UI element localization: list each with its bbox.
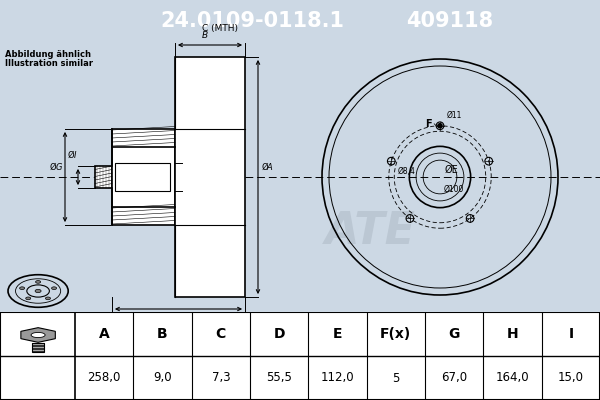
Text: Ø: Ø <box>262 162 269 172</box>
Text: C (MTH): C (MTH) <box>203 24 239 33</box>
Text: 112,0: 112,0 <box>320 372 355 384</box>
Text: Ø: Ø <box>68 150 74 160</box>
Text: Ø8,4: Ø8,4 <box>398 167 416 176</box>
Text: F: F <box>425 119 432 129</box>
Text: 258,0: 258,0 <box>88 372 121 384</box>
Polygon shape <box>21 328 55 342</box>
Text: Ø: Ø <box>184 150 191 160</box>
Text: G: G <box>56 162 62 172</box>
Text: 164,0: 164,0 <box>496 372 529 384</box>
Text: Ø: Ø <box>50 162 56 172</box>
Text: I: I <box>568 327 574 341</box>
Text: 7,3: 7,3 <box>212 372 230 384</box>
Circle shape <box>46 297 50 300</box>
Text: 15,0: 15,0 <box>558 372 584 384</box>
Text: Ø11: Ø11 <box>447 111 462 120</box>
Circle shape <box>52 287 56 290</box>
Text: ØE: ØE <box>445 165 459 175</box>
Text: H: H <box>188 150 194 160</box>
Text: Illustration similar: Illustration similar <box>5 59 93 68</box>
Text: F(x): F(x) <box>380 327 412 341</box>
Text: G: G <box>448 327 460 341</box>
Circle shape <box>31 332 45 338</box>
Text: A: A <box>99 327 110 341</box>
Text: C: C <box>216 327 226 341</box>
Circle shape <box>438 124 442 128</box>
Text: 9,0: 9,0 <box>153 372 172 384</box>
Text: E: E <box>333 327 342 341</box>
FancyBboxPatch shape <box>95 166 112 188</box>
Text: B: B <box>157 327 168 341</box>
Text: D: D <box>274 327 285 341</box>
Text: A: A <box>266 162 272 172</box>
Text: 5: 5 <box>392 372 400 384</box>
Bar <box>32 343 44 352</box>
Text: Abbildung ähnlich: Abbildung ähnlich <box>5 50 91 59</box>
Text: 55,5: 55,5 <box>266 372 292 384</box>
Text: D: D <box>165 316 172 325</box>
Bar <box>175 57 245 297</box>
Text: H: H <box>506 327 518 341</box>
Bar <box>112 129 175 225</box>
Text: I: I <box>74 150 77 160</box>
Text: B: B <box>202 31 208 40</box>
Text: 409118: 409118 <box>406 11 494 31</box>
Text: ATE: ATE <box>325 210 415 254</box>
Circle shape <box>20 287 25 290</box>
Circle shape <box>35 280 41 283</box>
Circle shape <box>35 289 41 293</box>
Text: 24.0109-0118.1: 24.0109-0118.1 <box>160 11 344 31</box>
Text: Ø100: Ø100 <box>444 185 464 194</box>
Text: 67,0: 67,0 <box>441 372 467 384</box>
Bar <box>115 163 170 191</box>
Circle shape <box>26 297 31 300</box>
